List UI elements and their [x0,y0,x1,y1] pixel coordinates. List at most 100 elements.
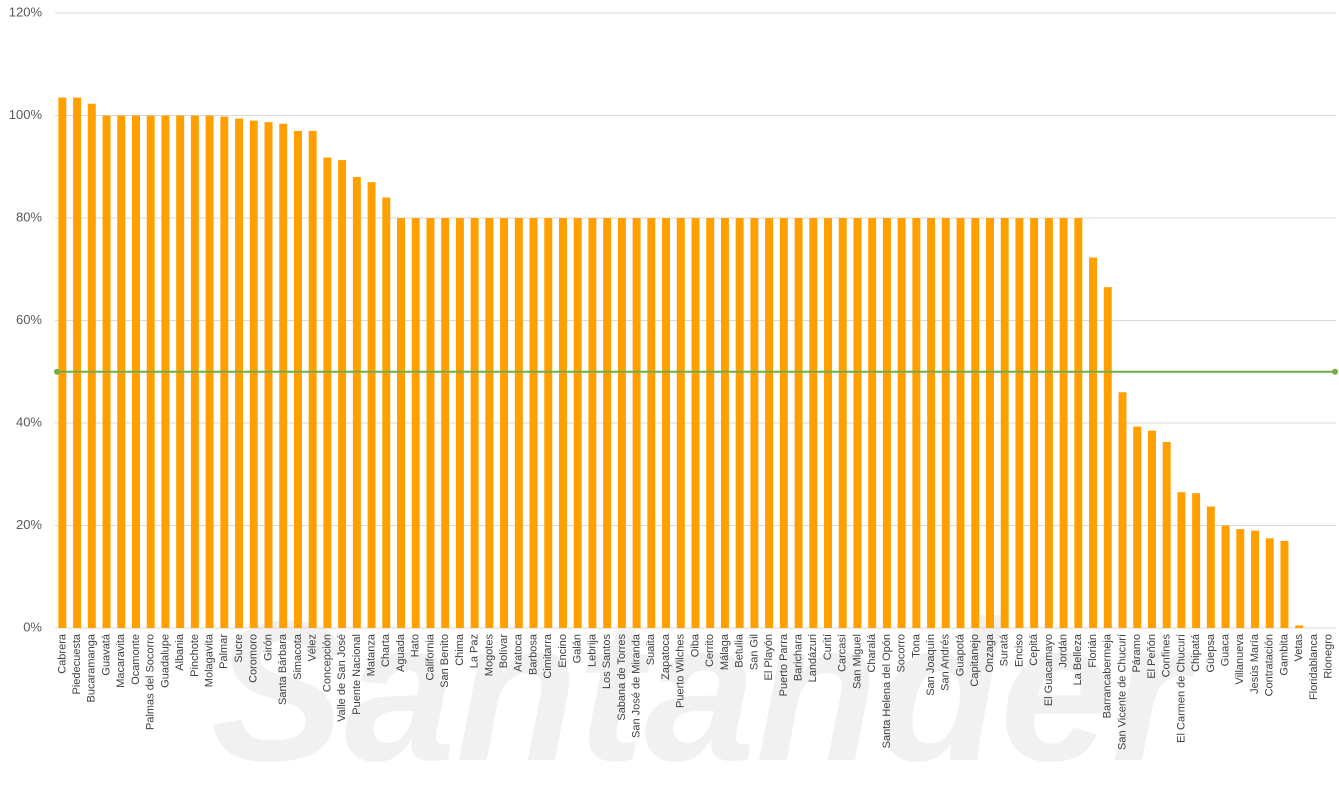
x-tick-label: Matanza [365,633,377,676]
x-tick-label: Curití [822,634,834,660]
x-tick-label: Enciso [1013,634,1025,667]
x-tick-label: Barrancabermeja [1102,633,1114,718]
y-tick-label: 0% [23,619,42,634]
x-tick-label: San Joaquín [925,634,937,696]
bar [853,218,862,628]
x-tick-label: Villanueva [1234,633,1246,684]
bar [809,218,818,628]
x-tick-label: Oiba [689,633,701,657]
bar [485,218,494,628]
bar [720,218,729,628]
x-tick-label: Cimitarra [542,633,554,678]
bar [662,218,671,628]
x-tick-label: Aratoca [513,633,525,672]
x-tick-label: Onzaga [984,633,996,672]
y-tick-label: 120% [9,4,43,19]
bar [1236,529,1245,628]
bar [1103,287,1112,628]
x-tick-label: Guaca [1219,633,1231,666]
y-tick-label: 80% [16,209,42,224]
bar [87,103,96,628]
x-tick-label: La Belleza [1072,633,1084,685]
x-tick-label: San José de Miranda [631,633,643,738]
x-tick-label: El Carmen de Chucurí [1175,634,1187,743]
x-tick-label: Cerrito [704,634,716,667]
bar [676,218,685,628]
x-tick-label: Barichara [792,633,804,681]
bar [279,123,288,628]
x-tick-label: Ocamonte [130,634,142,685]
x-tick-label: Guapotá [954,633,966,676]
bar [1251,530,1259,628]
x-tick-label: Páramo [1131,634,1143,673]
x-tick-label: San Gil [748,634,760,670]
x-tick-label: Puente Nacional [351,634,363,715]
x-tick-label: Charta [380,633,392,667]
bar [382,197,391,628]
bar [352,177,361,628]
bar [73,97,82,628]
x-tick-label: Palmar [218,634,230,669]
x-tick-label: Landázuri [807,634,819,682]
bar [824,218,832,628]
x-tick-label: Socorro [896,634,908,673]
x-tick-label: Charalá [866,633,878,672]
bar [897,218,906,628]
bar [971,218,980,628]
x-tick-label: Chima [454,633,466,666]
x-tick-label: Mogotes [483,634,495,677]
bar [647,218,656,628]
x-tick-label: Zapatoca [660,633,672,680]
bar [338,160,347,628]
bar [986,218,994,628]
bar [588,218,597,628]
x-tick-label: Tona [910,633,922,658]
bar [1147,430,1156,628]
x-tick-label: Puerto Parra [778,633,790,696]
x-tick-label: Chipatá [1190,633,1202,672]
x-tick-label: Suratá [999,633,1011,666]
bar [765,218,774,628]
y-tick-label: 40% [16,414,42,429]
bar [691,218,700,628]
bar [1044,218,1053,628]
bar [249,120,258,628]
bar [1162,441,1171,628]
bar [603,218,612,628]
x-tick-label: Aguada [395,633,407,672]
x-tick-label: Guavatá [100,633,112,675]
bar [927,218,936,628]
bar [1133,426,1142,628]
x-tick-label: Barbosa [527,633,539,675]
x-tick-label: Florián [1087,634,1099,668]
x-tick-label: Jesús María [1249,633,1261,694]
x-tick-label: Molagavita [204,633,216,687]
reference-marker [54,368,60,375]
bar [868,218,877,628]
bar [397,218,405,628]
bar [573,218,582,628]
x-tick-label: Lebrija [586,633,598,667]
x-tick-label: Guadalupe [159,634,171,688]
x-tick-label: Albania [174,633,186,671]
x-tick-label: Encino [557,634,569,668]
x-tick-label: El Peñón [1146,634,1158,679]
x-tick-label: Bolívar [498,634,510,669]
x-tick-label: El Playón [763,634,775,680]
bar [559,218,567,628]
bar [426,218,435,628]
bar [1015,218,1024,628]
x-tick-label: Gambita [1278,633,1290,675]
bar [794,218,803,628]
x-tick-label: Güepsa [1205,633,1217,672]
x-tick-label: Málaga [719,633,731,670]
bar [1206,506,1215,628]
bar [235,118,244,628]
bar [750,218,759,628]
x-tick-label: Capitanejo [969,634,981,687]
x-tick-label: Galán [572,634,584,663]
x-tick-label: Santa Bárbara [277,633,289,705]
x-tick-label: Vélez [307,634,319,662]
bar [882,218,891,628]
